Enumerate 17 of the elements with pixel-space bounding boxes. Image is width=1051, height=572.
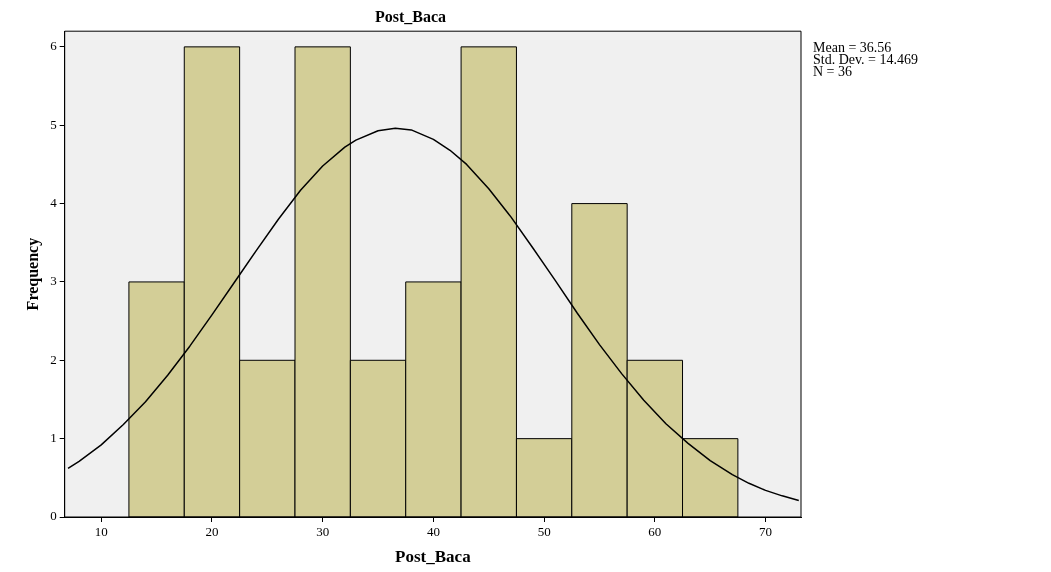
y-tick-label: 2 bbox=[50, 351, 57, 367]
y-axis-title: Frequency bbox=[23, 237, 42, 311]
y-tick-label: 1 bbox=[50, 430, 57, 446]
y-tick-label: 3 bbox=[50, 273, 57, 289]
x-axis-title: Post_Baca bbox=[395, 547, 472, 567]
y-tick-label: 6 bbox=[50, 38, 58, 54]
y-tick-label: 0 bbox=[50, 508, 57, 524]
x-tick-label: 70 bbox=[759, 524, 773, 540]
x-tick-label: 10 bbox=[94, 524, 108, 540]
x-tick-label: 20 bbox=[205, 524, 219, 540]
x-tick-label: 50 bbox=[537, 524, 551, 540]
x-tick-label: 60 bbox=[648, 524, 662, 540]
chart-title: Post_Baca bbox=[374, 7, 447, 25]
y-tick-label: 4 bbox=[50, 195, 58, 210]
x-tick-label: 30 bbox=[316, 524, 330, 540]
y-tick-label: 5 bbox=[50, 116, 57, 132]
x-tick-label: 40 bbox=[426, 524, 440, 540]
